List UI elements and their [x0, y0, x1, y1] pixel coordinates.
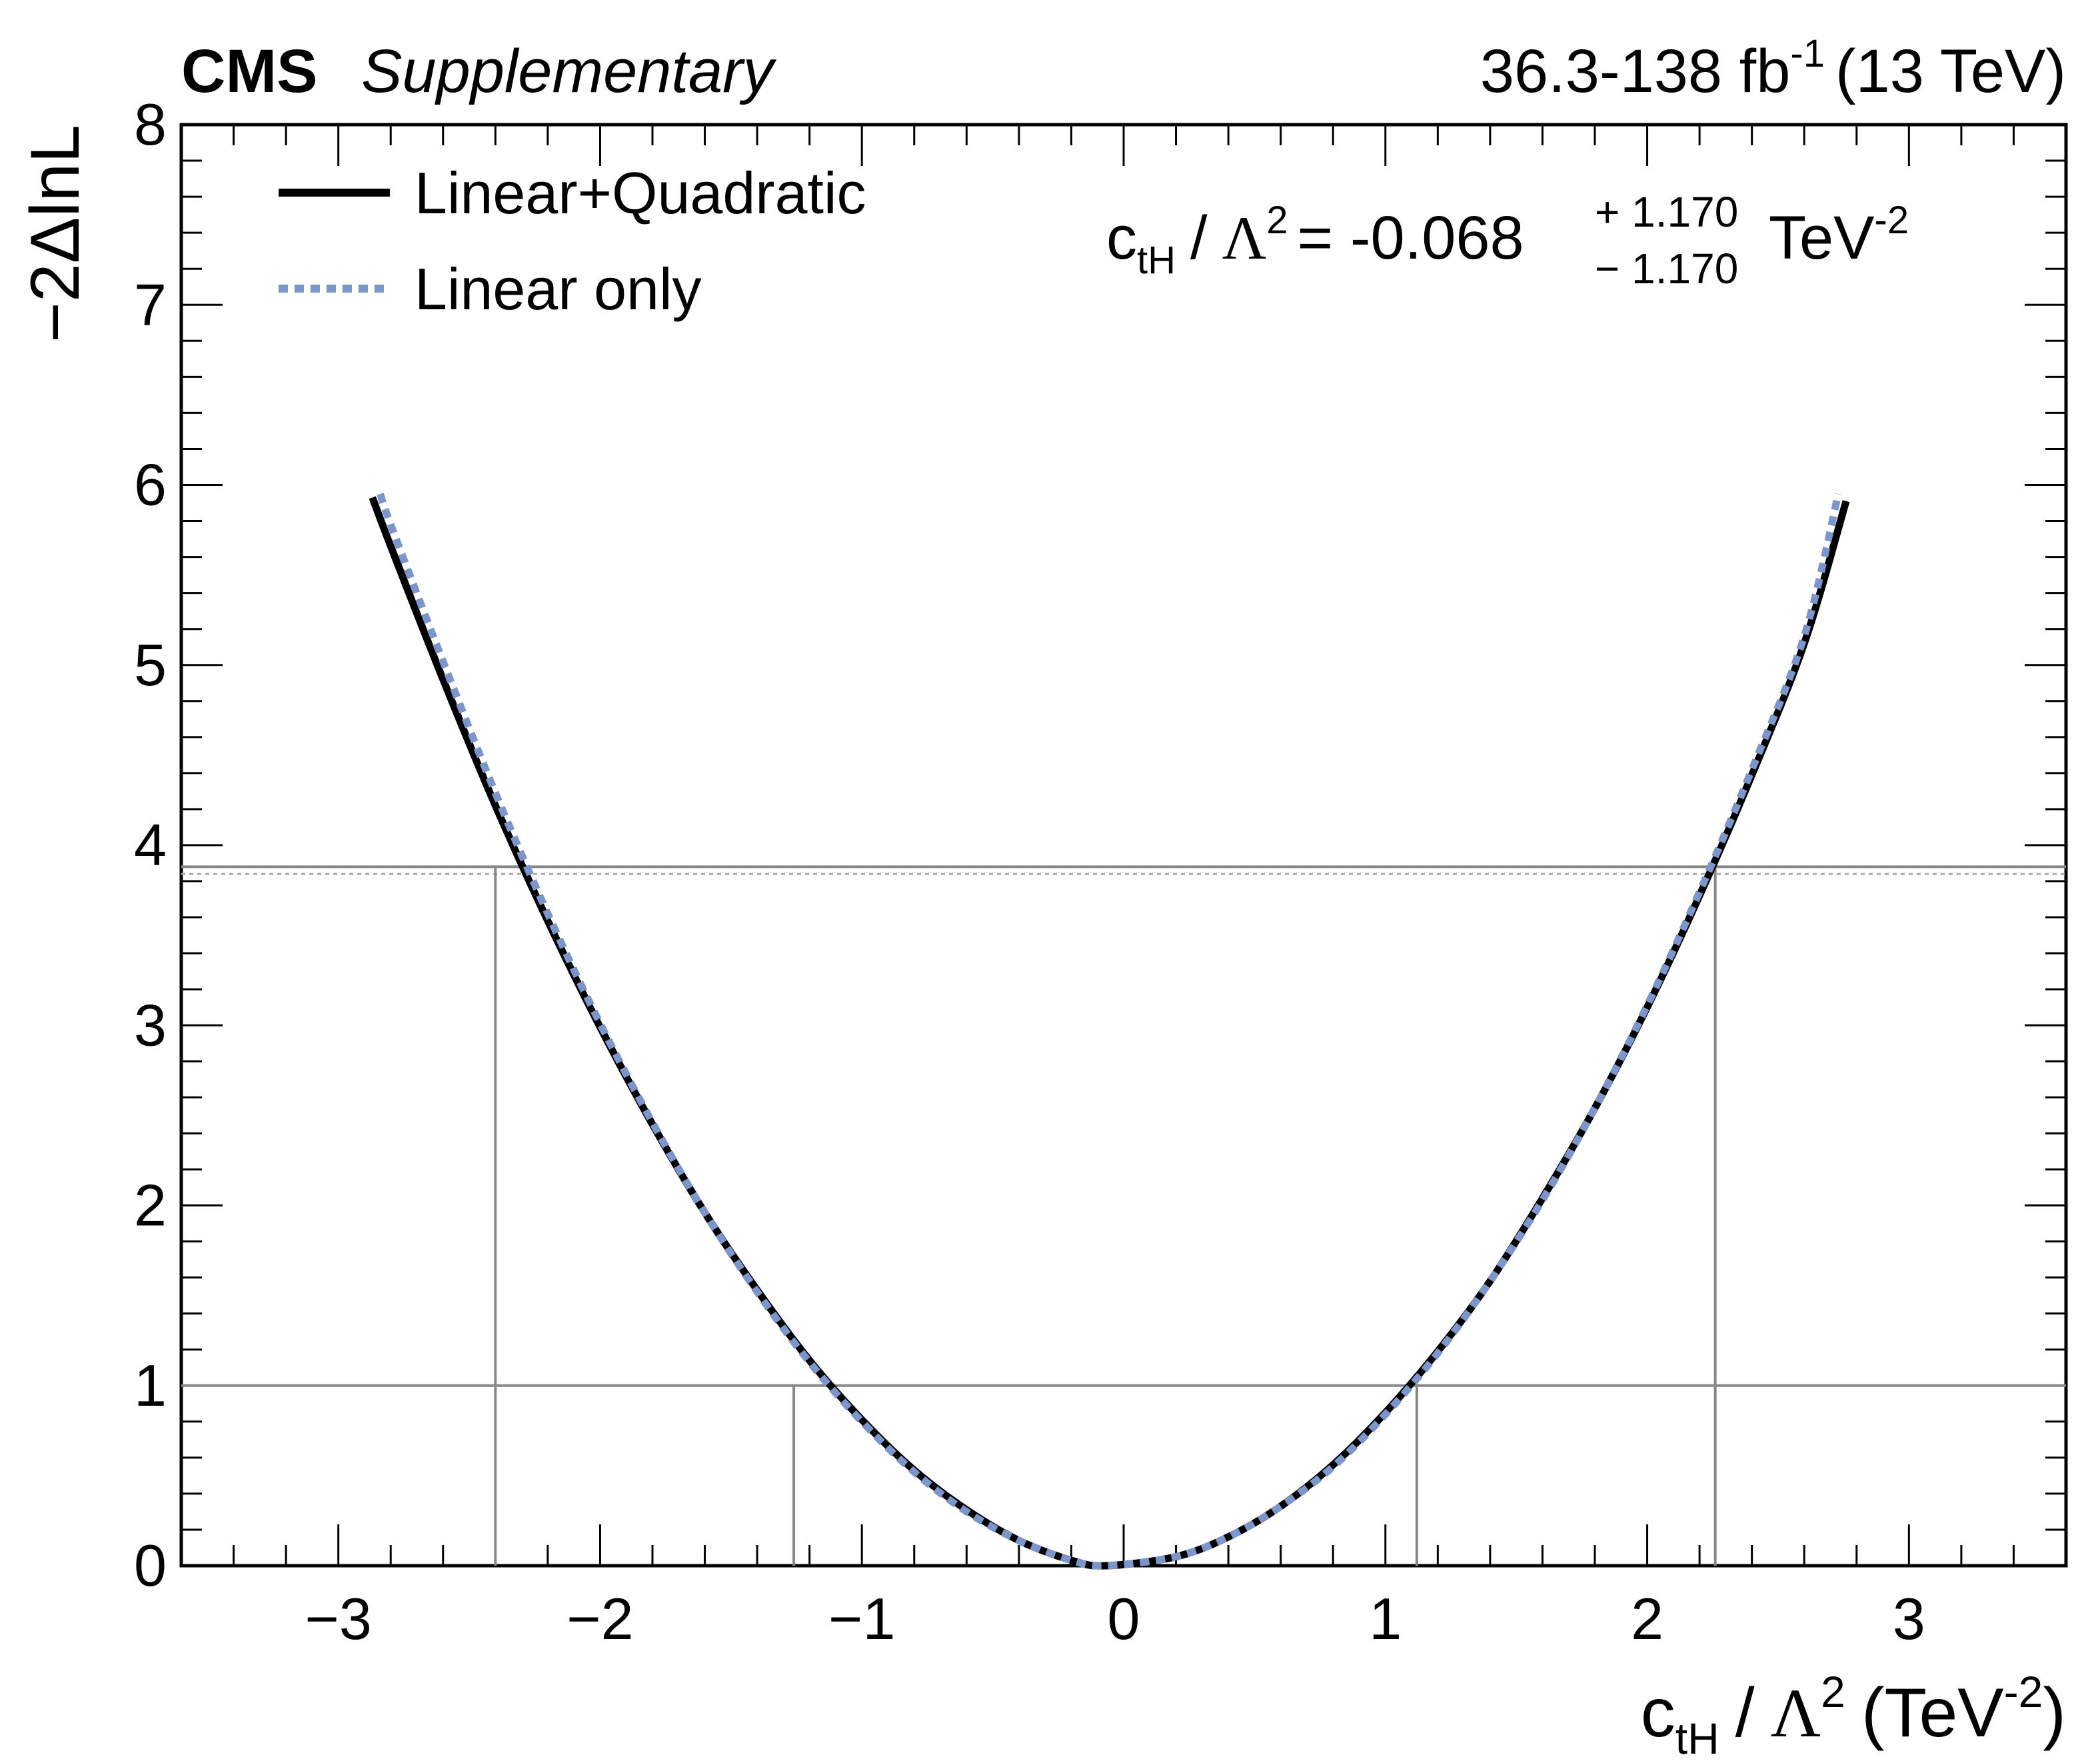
- series-linear-only: [377, 493, 1842, 1570]
- y-tick-label: 6: [134, 452, 167, 518]
- xlabel-unit-open: (TeV: [1861, 1674, 2004, 1752]
- x-tick-label: 2: [1631, 1586, 1663, 1652]
- x-tick-label: 1: [1369, 1586, 1402, 1652]
- result-slash: /: [1190, 204, 1208, 272]
- xlabel-slash: /: [1735, 1674, 1755, 1752]
- result-plus-error: + 1.170: [1595, 188, 1738, 236]
- series-linear-quadratic: [369, 496, 1850, 1570]
- xlabel-c: c: [1641, 1674, 1675, 1752]
- x-tick-label: −1: [828, 1586, 895, 1652]
- y-tick-label: 2: [134, 1172, 167, 1238]
- result-lambda: Λ: [1222, 204, 1267, 272]
- result-value: = -0.068: [1298, 204, 1524, 272]
- result-pow: 2: [1266, 199, 1288, 242]
- xlabel-unit-exp: -2: [2004, 1667, 2043, 1716]
- curves: [369, 493, 1850, 1570]
- lumi-exponent: -1: [1790, 32, 1825, 75]
- luminosity-label: 36.3-138 fb-1 (13 TeV): [1480, 32, 2066, 105]
- x-tick-label: −3: [305, 1586, 371, 1652]
- fit-result: ctH / Λ2 = -0.068 + 1.170 − 1.170 TeV-2: [1106, 188, 1909, 293]
- energy-label: (13 TeV): [1835, 37, 2066, 105]
- status-label: Supplementary: [361, 37, 777, 105]
- lumi-value: 36.3-138 fb: [1480, 37, 1790, 105]
- legend-label-linear-only: Linear only: [415, 256, 702, 322]
- legend-label-linear-quadratic: Linear+Quadratic: [415, 160, 866, 226]
- xlabel-unit-close: ): [2043, 1674, 2066, 1752]
- x-tick-label: 0: [1108, 1586, 1140, 1652]
- reference-lines: [181, 865, 2066, 1566]
- axis-ticks: −3 −2 −1 0 1 2 3 0 1 2 3 4 5 6 7 8: [134, 91, 2067, 1652]
- result-c: c: [1106, 204, 1137, 272]
- y-tick-label: 5: [134, 632, 167, 698]
- y-tick-label: 7: [134, 271, 167, 337]
- plot-frame: [179, 123, 2068, 1568]
- result-sub: tH: [1137, 239, 1176, 282]
- y-tick-label: 1: [134, 1352, 167, 1418]
- svg-text:TeV-2: TeV-2: [1769, 199, 1909, 272]
- xlabel-lambda: Λ: [1771, 1675, 1821, 1752]
- result-minus-error: − 1.170: [1595, 245, 1738, 293]
- x-tick-label: −2: [566, 1586, 633, 1652]
- y-tick-label: 3: [134, 992, 167, 1058]
- xlabel-sub: tH: [1675, 1714, 1719, 1763]
- y-tick-label: 0: [134, 1532, 167, 1598]
- y-axis-label: −2ΔlnL: [17, 125, 94, 343]
- result-unit: TeV: [1769, 204, 1875, 272]
- legend: Linear+Quadratic Linear only: [279, 160, 866, 322]
- result-unit-exp: -2: [1875, 199, 1909, 242]
- x-tick-label: 3: [1893, 1586, 1925, 1652]
- xlabel-pow: 2: [1821, 1667, 1845, 1716]
- x-axis-label: ctH / Λ2 (TeV-2): [1641, 1667, 2066, 1763]
- y-tick-label: 8: [134, 91, 167, 157]
- y-tick-label: 4: [134, 812, 167, 878]
- experiment-label: CMS: [181, 37, 317, 105]
- svg-text:ctH/Λ2= -0.068: ctH / Λ2 = -0.068: [1106, 199, 1524, 282]
